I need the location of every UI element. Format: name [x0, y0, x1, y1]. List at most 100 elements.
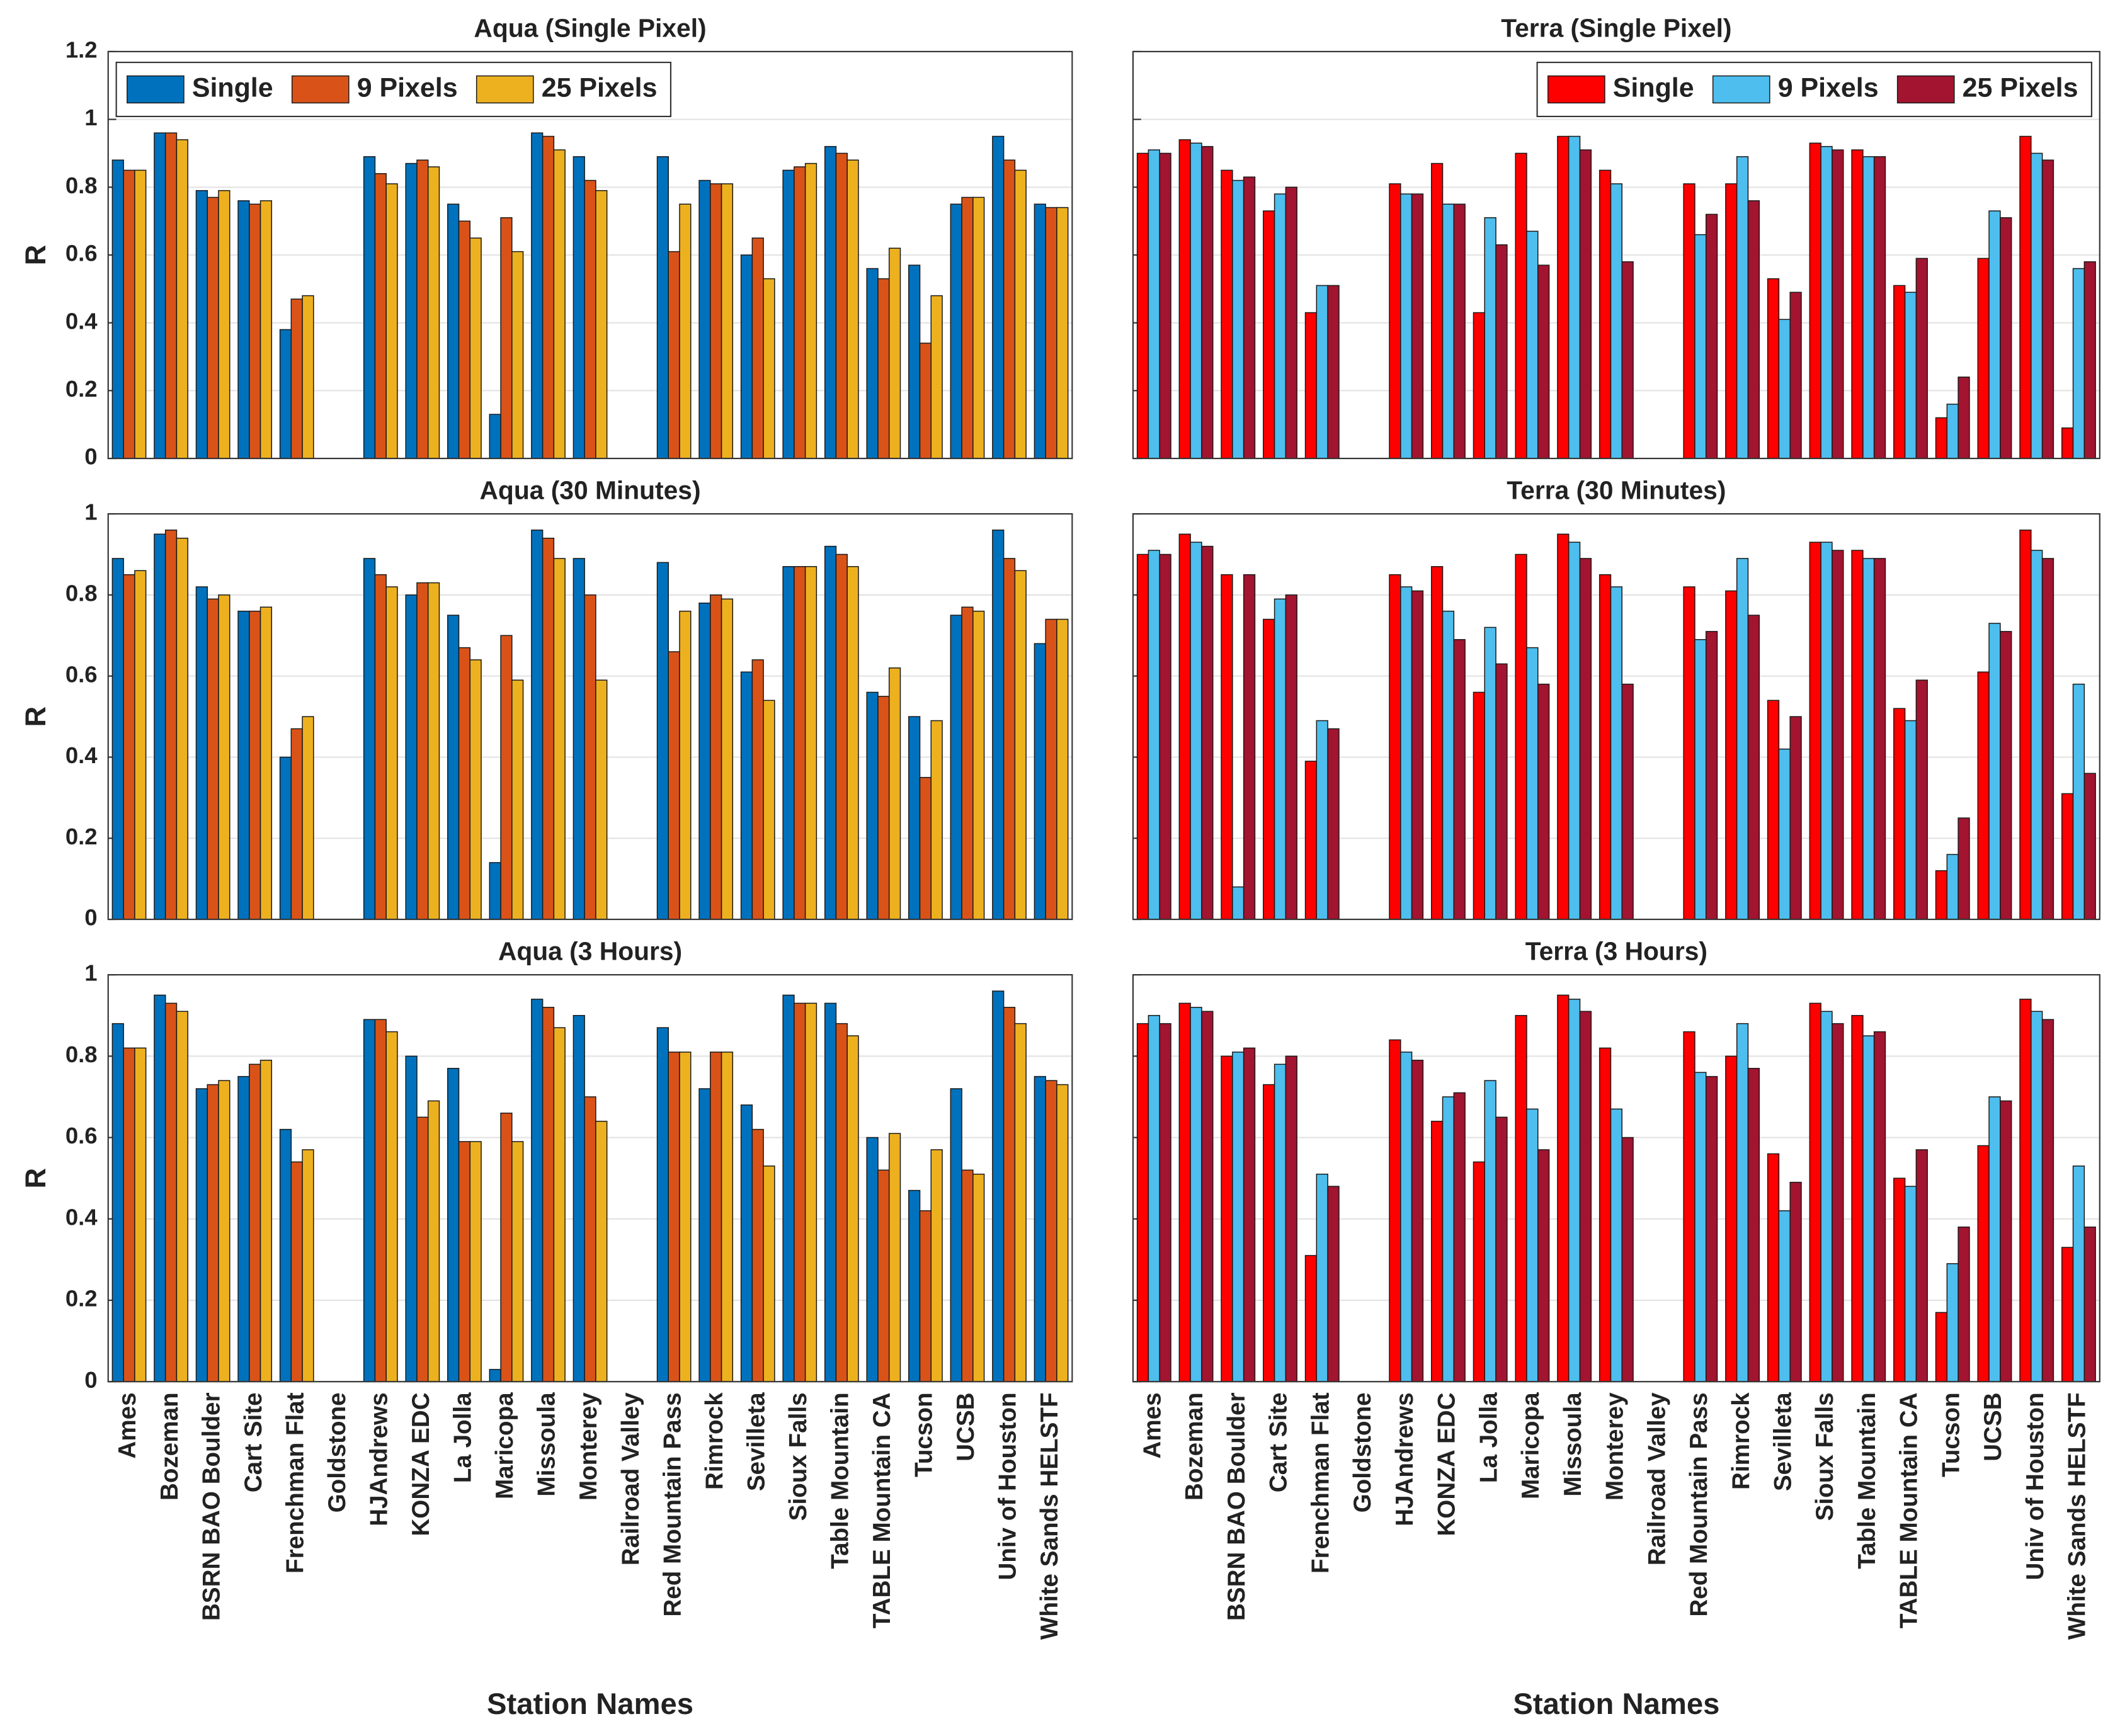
- bar: [1221, 574, 1233, 920]
- x-tick-label: HJAndrews: [1391, 1392, 1418, 1526]
- x-tick-label: TABLE Mountain CA: [869, 1392, 896, 1628]
- bar: [950, 1088, 962, 1382]
- bar: [1232, 1052, 1245, 1382]
- legend-swatch: [291, 75, 350, 104]
- bar: [835, 553, 848, 920]
- bar: [1725, 183, 1738, 459]
- bar: [1526, 647, 1539, 920]
- bar: [1411, 1060, 1424, 1382]
- y-tick-label: 0: [84, 905, 97, 931]
- bar: [363, 156, 376, 459]
- bar: [1946, 854, 1959, 920]
- bar: [1274, 1064, 1287, 1382]
- bar: [290, 1161, 303, 1382]
- bar: [1003, 558, 1016, 920]
- bar: [259, 1060, 273, 1382]
- bar: [553, 1027, 566, 1382]
- bar: [992, 530, 1005, 920]
- bar: [134, 570, 147, 920]
- bar: [1694, 638, 1707, 920]
- bar: [1747, 200, 1760, 459]
- bar: [877, 278, 890, 459]
- bar: [458, 220, 471, 459]
- x-tick-label: White Sands HELSTF: [1036, 1392, 1063, 1640]
- legend-label: 25 Pixels: [1963, 72, 2078, 103]
- legend-label: 9 Pixels: [357, 72, 458, 103]
- bar: [279, 1128, 292, 1382]
- bar: [1705, 631, 1718, 920]
- bar: [500, 217, 513, 459]
- bar: [2061, 427, 2074, 459]
- bar: [164, 132, 178, 459]
- bar: [1430, 566, 1444, 920]
- bar: [1862, 156, 1875, 459]
- bar: [1221, 1055, 1233, 1382]
- bar: [888, 247, 901, 459]
- bar: [1557, 135, 1570, 459]
- bar: [1705, 1075, 1718, 1382]
- bar: [1988, 623, 2001, 920]
- bar: [176, 1011, 188, 1382]
- bar: [782, 169, 795, 459]
- bar: [668, 1052, 680, 1382]
- x-tick-label: Bozeman: [1181, 1392, 1208, 1501]
- legend: Single 9 Pixels 25 Pixels: [1536, 62, 2092, 118]
- bar: [123, 1047, 135, 1382]
- x-tick-label: Frenchman Flat: [282, 1392, 309, 1574]
- bar: [1263, 210, 1275, 459]
- legend-box: [1536, 62, 2092, 118]
- bar: [721, 598, 734, 920]
- bar: [500, 1113, 513, 1382]
- bar: [1327, 285, 1340, 459]
- bar: [1820, 1011, 1833, 1382]
- x-tick-label: Missoula: [533, 1392, 561, 1497]
- bar: [1851, 149, 1864, 459]
- y-tick-label: 0: [84, 1367, 97, 1393]
- bar: [1568, 135, 1581, 459]
- bar: [1610, 586, 1623, 920]
- bar: [846, 1035, 859, 1382]
- bar: [721, 1052, 734, 1382]
- x-tick-label: Tucson: [1937, 1392, 1964, 1477]
- bar: [259, 200, 273, 459]
- bar: [1221, 169, 1233, 459]
- y-tick-label: 0.6: [66, 1123, 98, 1149]
- bar: [2083, 261, 2096, 459]
- bar: [302, 1149, 314, 1382]
- bar: [302, 295, 314, 459]
- bar: [489, 1369, 501, 1382]
- bar: [1453, 203, 1466, 459]
- legend-label: Single: [192, 72, 273, 103]
- x-axis-label: Station Names: [1513, 1688, 1719, 1721]
- bar: [416, 159, 429, 459]
- bar: [469, 1141, 482, 1382]
- bar: [1778, 748, 1791, 920]
- bar: [1400, 1052, 1413, 1382]
- bar: [1515, 1014, 1527, 1382]
- bar: [1201, 545, 1214, 920]
- bar: [1526, 230, 1539, 459]
- bar: [1683, 1031, 1695, 1382]
- bar: [2041, 558, 2054, 920]
- bar: [972, 196, 985, 459]
- bar: [846, 159, 859, 459]
- bar: [908, 1189, 921, 1382]
- legend-label: 25 Pixels: [542, 72, 658, 103]
- bar: [824, 545, 837, 920]
- bar: [416, 582, 429, 920]
- bar: [710, 1052, 722, 1382]
- x-tick-label: Sioux Falls: [1811, 1392, 1838, 1521]
- bar: [427, 166, 440, 459]
- bar: [835, 1023, 848, 1382]
- bar: [1557, 994, 1570, 1382]
- bar: [1683, 586, 1695, 920]
- bar: [919, 343, 932, 459]
- bar: [385, 183, 398, 459]
- bar: [751, 1128, 764, 1382]
- bar: [290, 728, 303, 920]
- bar: [584, 594, 596, 920]
- bar: [972, 610, 985, 920]
- bar: [2000, 631, 2012, 920]
- bar: [1873, 156, 1886, 459]
- bar: [740, 254, 753, 459]
